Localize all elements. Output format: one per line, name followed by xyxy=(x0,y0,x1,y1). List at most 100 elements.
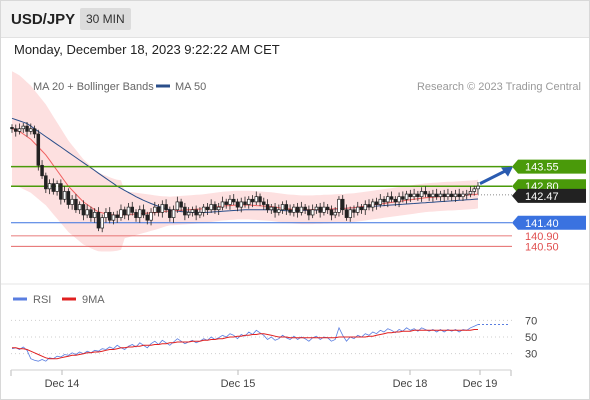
candle-down xyxy=(250,198,255,203)
candle-up xyxy=(239,201,243,208)
candle-down xyxy=(359,206,364,211)
legend-ma20-label: MA 20 + Bollinger Bands xyxy=(33,81,154,93)
candle-up xyxy=(337,198,341,213)
candle-down xyxy=(288,209,292,213)
candle-up xyxy=(85,209,89,216)
rsi-line xyxy=(11,324,479,362)
timeframe-badge[interactable]: 30 MIN xyxy=(80,8,131,30)
candle-up xyxy=(453,193,458,198)
candle-down xyxy=(307,209,311,216)
candle-down xyxy=(416,193,420,198)
candle-down xyxy=(235,201,240,208)
x-tick-label-3: Dec 19 xyxy=(463,378,498,390)
candle-down xyxy=(434,193,439,198)
candle-up xyxy=(310,209,315,216)
candle-up xyxy=(461,193,465,198)
candle-up xyxy=(104,212,108,218)
candle-down xyxy=(141,209,146,216)
candle-down xyxy=(295,206,300,213)
candle-up xyxy=(190,209,195,213)
candle-up xyxy=(175,201,180,211)
candle-down xyxy=(374,201,379,205)
candle-down xyxy=(44,175,48,190)
candle-up xyxy=(126,206,131,216)
candle-up xyxy=(119,209,123,218)
level-label-141-40: 141.40 xyxy=(525,218,559,230)
candle-up xyxy=(299,206,304,213)
candle-down xyxy=(329,209,334,216)
candle-up xyxy=(138,209,142,218)
candle-down xyxy=(183,206,187,216)
candle-up xyxy=(70,198,74,205)
candle-down xyxy=(352,209,356,213)
candle-up xyxy=(371,201,375,208)
candle-up xyxy=(404,193,409,200)
legend-ma9-label: 9MA xyxy=(82,294,105,306)
candle-up xyxy=(77,204,82,211)
candle-up xyxy=(149,212,153,221)
legend-ma50-label: MA 50 xyxy=(175,81,206,93)
candle-up xyxy=(280,204,285,211)
candle-down xyxy=(122,209,127,216)
x-axis-ticks: Dec 14 Dec 15 Dec 18 Dec 19 xyxy=(45,370,498,390)
chart-header: USD/JPY 30 MIN xyxy=(1,1,589,38)
candle-down xyxy=(89,209,93,218)
candle-down xyxy=(115,214,119,218)
candle-down xyxy=(10,127,14,130)
candle-up xyxy=(201,206,206,213)
candle-down xyxy=(303,206,307,211)
legend-rsi-label: RSI xyxy=(33,294,51,306)
candle-up xyxy=(431,193,435,198)
candle-down xyxy=(265,204,270,211)
candle-up xyxy=(472,188,476,192)
candle-down xyxy=(262,201,266,205)
candle-down xyxy=(393,198,398,203)
candle-up xyxy=(216,206,221,211)
candle-up xyxy=(247,198,251,205)
candle-up xyxy=(111,214,116,221)
candle-up xyxy=(254,196,259,203)
candle-up xyxy=(17,128,22,132)
candle-down xyxy=(423,191,428,195)
candle-up xyxy=(186,212,191,216)
candle-down xyxy=(107,212,112,221)
candle-down xyxy=(96,212,101,229)
candle-up xyxy=(419,191,424,198)
candle-down xyxy=(273,206,277,213)
level-tag-142-47 xyxy=(512,188,586,203)
instrument-title: USD/JPY xyxy=(11,11,76,28)
candle-down xyxy=(442,193,446,198)
candle-down xyxy=(74,198,78,211)
candle-down xyxy=(134,212,138,218)
candle-down xyxy=(156,206,161,213)
candle-up xyxy=(47,183,52,190)
candle-up xyxy=(363,204,368,211)
candle-down xyxy=(367,204,371,208)
candle-up xyxy=(292,206,296,213)
x-tick-label-0: Dec 14 xyxy=(45,378,80,390)
candle-up xyxy=(198,212,202,216)
candle-up xyxy=(160,204,165,213)
level-label-140-50: 140.50 xyxy=(525,241,559,253)
candle-down xyxy=(164,204,168,211)
candle-up xyxy=(62,191,67,200)
level-label-142-47: 142.47 xyxy=(525,191,559,203)
candle-down xyxy=(449,193,454,198)
candle-down xyxy=(179,201,183,208)
candle-down xyxy=(389,196,394,200)
candle-down xyxy=(194,209,198,216)
candle-up xyxy=(438,193,443,198)
candle-up xyxy=(277,209,281,213)
level-label-143-55: 143.55 xyxy=(525,162,559,174)
chart-datetime: Monday, December 18, 2023 9:22:22 AM CET xyxy=(14,42,280,57)
rsi-tick-70: 70 xyxy=(525,315,537,327)
candle-up xyxy=(322,206,326,213)
candle-down xyxy=(36,133,41,166)
candle-up xyxy=(446,193,450,198)
candle-down xyxy=(40,164,44,177)
candle-down xyxy=(32,128,37,135)
candle-down xyxy=(340,198,345,211)
candle-down xyxy=(130,206,135,213)
